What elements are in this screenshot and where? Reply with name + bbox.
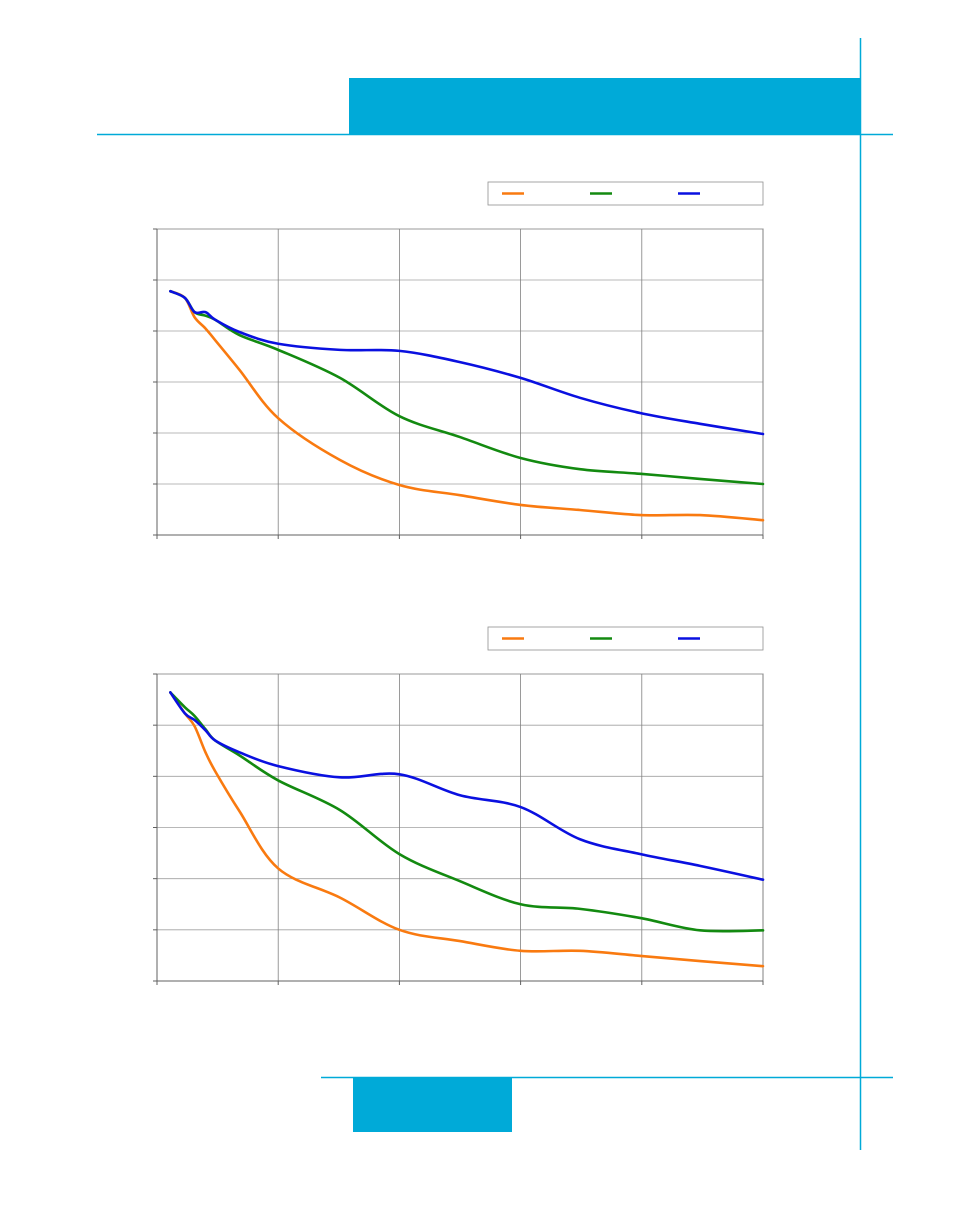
header-bar [349, 78, 860, 134]
legend [487, 181, 764, 206]
series-line [169, 691, 765, 881]
series-line [169, 691, 765, 933]
series-line [169, 691, 765, 968]
series-line [169, 289, 765, 486]
footer-box [353, 1077, 512, 1132]
series-line [169, 289, 765, 436]
legend [487, 626, 764, 651]
series-line [169, 289, 765, 522]
